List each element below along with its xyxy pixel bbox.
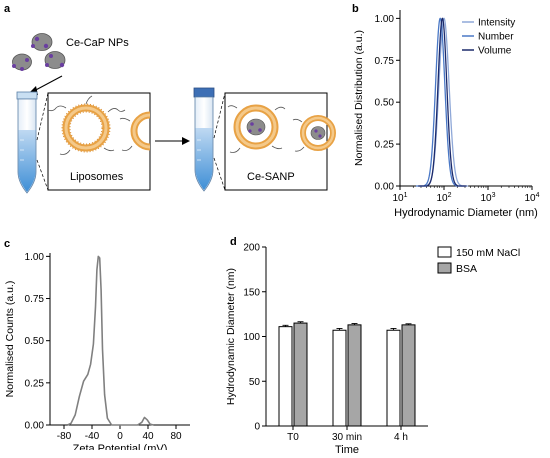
y-tick-label: 0.00 [375, 182, 395, 193]
liposomes-box [47, 92, 151, 191]
zoom-lines-left [36, 92, 49, 191]
tube-ce-sanp [193, 87, 215, 192]
x-tick-label: 102 [436, 192, 451, 204]
arrow-liposome-to-sanp [155, 137, 190, 145]
legend-swatch [437, 262, 452, 274]
bar-nacl [278, 326, 293, 427]
y-axis-title: Normalised Counts (a.u.) [4, 281, 16, 398]
y-tick-label: 0.75 [375, 56, 395, 67]
liposomes-label: Liposomes [70, 171, 124, 183]
y-axis-title: Hydrodynamic Diameter (nm) [225, 268, 237, 405]
y-tick-label: 0 [254, 422, 260, 433]
y-tick-label: 50 [249, 377, 261, 388]
x-tick-label: T0 [287, 432, 299, 443]
x-tick-label: 30 min [332, 432, 362, 443]
bar-bsa [347, 324, 362, 427]
bar-nacl [332, 329, 347, 427]
legend-label: Number [478, 32, 514, 43]
x-tick-label: 103 [480, 192, 495, 204]
x-tick-label: 40 [142, 431, 154, 442]
zoom-lines-right [213, 92, 226, 191]
y-tick-label: 0.50 [375, 98, 395, 109]
y-tick-label: 200 [243, 243, 260, 254]
x-tick-label: -40 [85, 431, 100, 442]
legend-label: BSA [456, 263, 477, 275]
x-axis-title: Zeta Potential (mV) [73, 443, 168, 450]
y-axis-title: Normalised Distribution (a.u.) [353, 30, 365, 166]
legend-swatch [437, 246, 452, 258]
zeta-series-line [67, 255, 154, 426]
panel-label-a: a [4, 3, 11, 15]
y-tick-label: 0.25 [375, 140, 395, 151]
panel-label-b: b [352, 3, 359, 15]
x-axis-title: Hydrodynamic Diameter (nm) [394, 207, 538, 219]
y-tick-label: 100 [243, 332, 260, 343]
y-tick-label: 0.75 [25, 294, 45, 305]
panel-a-schematic: a Ce-CaP NPs [4, 3, 336, 194]
x-tick-label: 4 h [394, 432, 408, 443]
bar-bsa [293, 322, 308, 427]
x-tick-label: 104 [524, 192, 539, 204]
y-tick-label: 1.00 [375, 14, 395, 25]
bar-bsa [401, 324, 416, 427]
ce-cap-nanoparticles [12, 33, 66, 71]
panel-label-d: d [230, 236, 237, 248]
x-tick-label: 80 [170, 431, 182, 442]
y-tick-label: 150 [243, 287, 260, 298]
x-axis-title: Time [335, 444, 359, 453]
panel-c-chart: c -80 -40 0 40 80 0.00 0.25 0.50 0.75 1.00 Zeta Po… [4, 238, 190, 450]
y-tick-label: 1.00 [25, 252, 45, 263]
ce-sanp-box [224, 92, 336, 191]
x-tick-label: 101 [392, 192, 407, 204]
legend-label: Intensity [478, 18, 515, 29]
ce-cap-nps-label: Ce-CaP NPs [66, 37, 129, 49]
bar-nacl [386, 329, 401, 427]
panel-b-chart: b 101 102 103 104 0.00 0.25 0.50 0.75 1.00 Hydrod… [352, 3, 540, 219]
series-line-intensity [419, 17, 469, 187]
x-tick-label: -80 [57, 431, 72, 442]
legend-label: Volume [478, 46, 512, 57]
series-line-volume [418, 17, 467, 187]
panel-d-chart: d 0 50 100 150 200 T0 30 min 4 h Time Hydrodynami… [225, 236, 520, 453]
legend-label: 150 mM NaCl [456, 247, 520, 259]
panel-label-c: c [4, 238, 10, 250]
y-tick-label: 0.25 [25, 378, 45, 389]
tube-liposomes [16, 91, 38, 194]
ce-sanp-label: Ce-SANP [247, 171, 295, 183]
y-tick-label: 0.00 [25, 421, 45, 432]
x-tick-label: 0 [117, 431, 123, 442]
y-tick-label: 0.50 [25, 336, 45, 347]
